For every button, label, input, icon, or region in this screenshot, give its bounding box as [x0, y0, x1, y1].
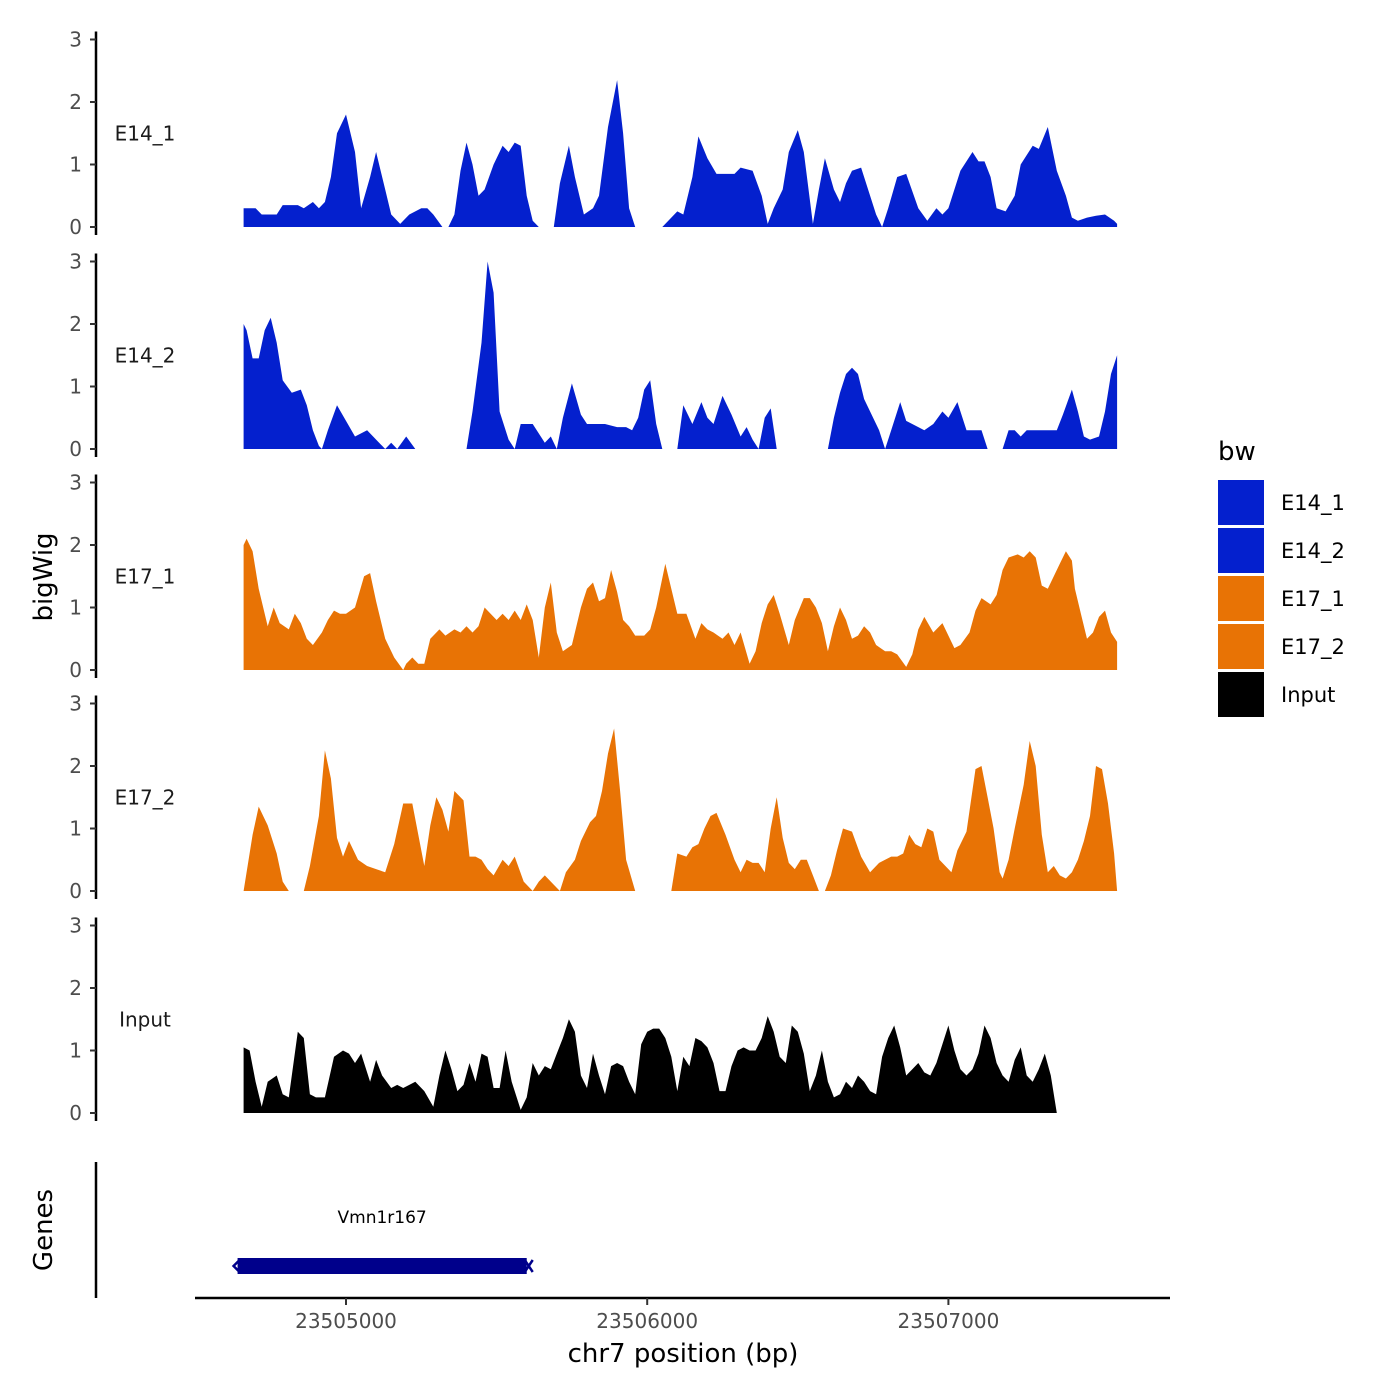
legend-item: E17_2 [1218, 624, 1345, 669]
x-tick-label: 23505000 [295, 1309, 397, 1333]
y-tick-label: 2 [69, 533, 82, 557]
signal-area-E14_1 [553, 80, 636, 227]
y-tick-label: 1 [69, 375, 82, 399]
track-E14_1: 0 1 2 3 E14_1 [69, 28, 1118, 239]
signal-area-E14_2 [1002, 355, 1118, 449]
y-tick-label: 3 [69, 250, 82, 274]
signal-area-E17_2 [303, 750, 560, 891]
legend-item: E17_1 [1218, 576, 1345, 621]
y-axis-title: bigWig [29, 532, 59, 621]
signal-area-E17_2 [559, 728, 636, 891]
signal-area-Input [243, 1016, 1057, 1113]
gene-body [237, 1258, 527, 1274]
gene-strand-arrow [231, 1259, 241, 1273]
legend: bw E14_1 E14_2 E17_1 E17_2 Input [1218, 437, 1345, 717]
legend-label: E14_1 [1281, 491, 1345, 516]
signal-area-E14_2 [397, 436, 416, 449]
y-tick-label: 0 [69, 215, 82, 239]
gene-Vmn1r167: Vmn1r167 [231, 1208, 534, 1274]
signal-area-E14_2 [466, 261, 557, 449]
y-tick-label: 0 [69, 437, 82, 461]
gene-track-title: Genes [29, 1189, 59, 1271]
legend-item: Input [1218, 672, 1335, 717]
y-tick-label: 3 [69, 692, 82, 716]
y-tick-label: 1 [69, 153, 82, 177]
legend-swatch [1218, 480, 1264, 525]
legend-label: E17_2 [1281, 635, 1345, 660]
track-E17_1: 0 1 2 3 E17_1 [69, 471, 1118, 682]
legend-swatch [1218, 672, 1264, 717]
signal-area-E14_2 [321, 405, 398, 449]
y-tick-label: 0 [69, 658, 82, 682]
y-tick-label: 2 [69, 90, 82, 114]
legend-label: Input [1281, 683, 1335, 707]
y-tick-label: 0 [69, 1101, 82, 1125]
signal-area-E14_1 [448, 142, 539, 227]
track-label: E17_1 [115, 564, 176, 588]
track-label: Input [119, 1007, 171, 1031]
signal-area-E14_1 [243, 114, 443, 227]
y-tick-label: 3 [69, 28, 82, 52]
track-Input: 0 1 2 3 Input [69, 914, 1057, 1125]
track-label: E17_2 [115, 785, 176, 809]
signal-area-E17_1 [243, 538, 1118, 670]
legend-swatch [1218, 624, 1264, 669]
legend-item: E14_2 [1218, 528, 1345, 573]
gene-track: Vmn1r167 [94, 1162, 534, 1298]
gene-end-mark [523, 1259, 534, 1273]
y-tick-label: 3 [69, 471, 82, 495]
y-tick-label: 2 [69, 312, 82, 336]
legend-items: E14_1 E14_2 E17_1 E17_2 Input [1218, 480, 1345, 717]
x-axis-title: chr7 position (bp) [568, 1339, 799, 1369]
y-tick-label: 2 [69, 754, 82, 778]
legend-title: bw [1218, 437, 1256, 467]
x-tick-label: 23507000 [898, 1309, 1000, 1333]
signal-area-E14_2 [677, 395, 777, 449]
signal-area-E14_1 [662, 127, 1118, 227]
x-tick-label: 23506000 [596, 1309, 698, 1333]
signal-area-E14_2 [827, 367, 988, 449]
track-label: E14_1 [115, 121, 176, 145]
y-tick-label: 3 [69, 914, 82, 938]
signal-tracks: 0 1 2 3 E14_1 0 1 2 3 E14_2 0 1 2 3 E17_1 0 1 2 3 E17_2 0 1 2 3… [69, 28, 1118, 1125]
track-E14_2: 0 1 2 3 E14_2 [69, 250, 1118, 461]
legend-swatch [1218, 528, 1264, 573]
signal-area-E14_2 [556, 380, 663, 449]
legend-label: E14_2 [1281, 539, 1345, 564]
x-ticks: 23505000 23506000 23507000 [295, 1298, 999, 1333]
gene-label: Vmn1r167 [338, 1208, 427, 1228]
y-tick-label: 2 [69, 976, 82, 1000]
signal-area-E17_2 [243, 806, 289, 891]
legend-item: E14_1 [1218, 480, 1345, 525]
y-tick-label: 1 [69, 596, 82, 620]
legend-swatch [1218, 576, 1264, 621]
signal-area-E14_2 [243, 317, 322, 449]
y-tick-label: 1 [69, 817, 82, 841]
y-tick-label: 1 [69, 1039, 82, 1063]
track-E17_2: 0 1 2 3 E17_2 [69, 692, 1118, 903]
genes-layer: Vmn1r167 [231, 1208, 534, 1274]
track-label: E14_2 [115, 343, 176, 367]
y-tick-label: 0 [69, 879, 82, 903]
legend-label: E17_1 [1281, 587, 1345, 612]
x-axis: 23505000 23506000 23507000 [195, 1296, 1170, 1333]
signal-area-E17_2 [671, 741, 1118, 891]
